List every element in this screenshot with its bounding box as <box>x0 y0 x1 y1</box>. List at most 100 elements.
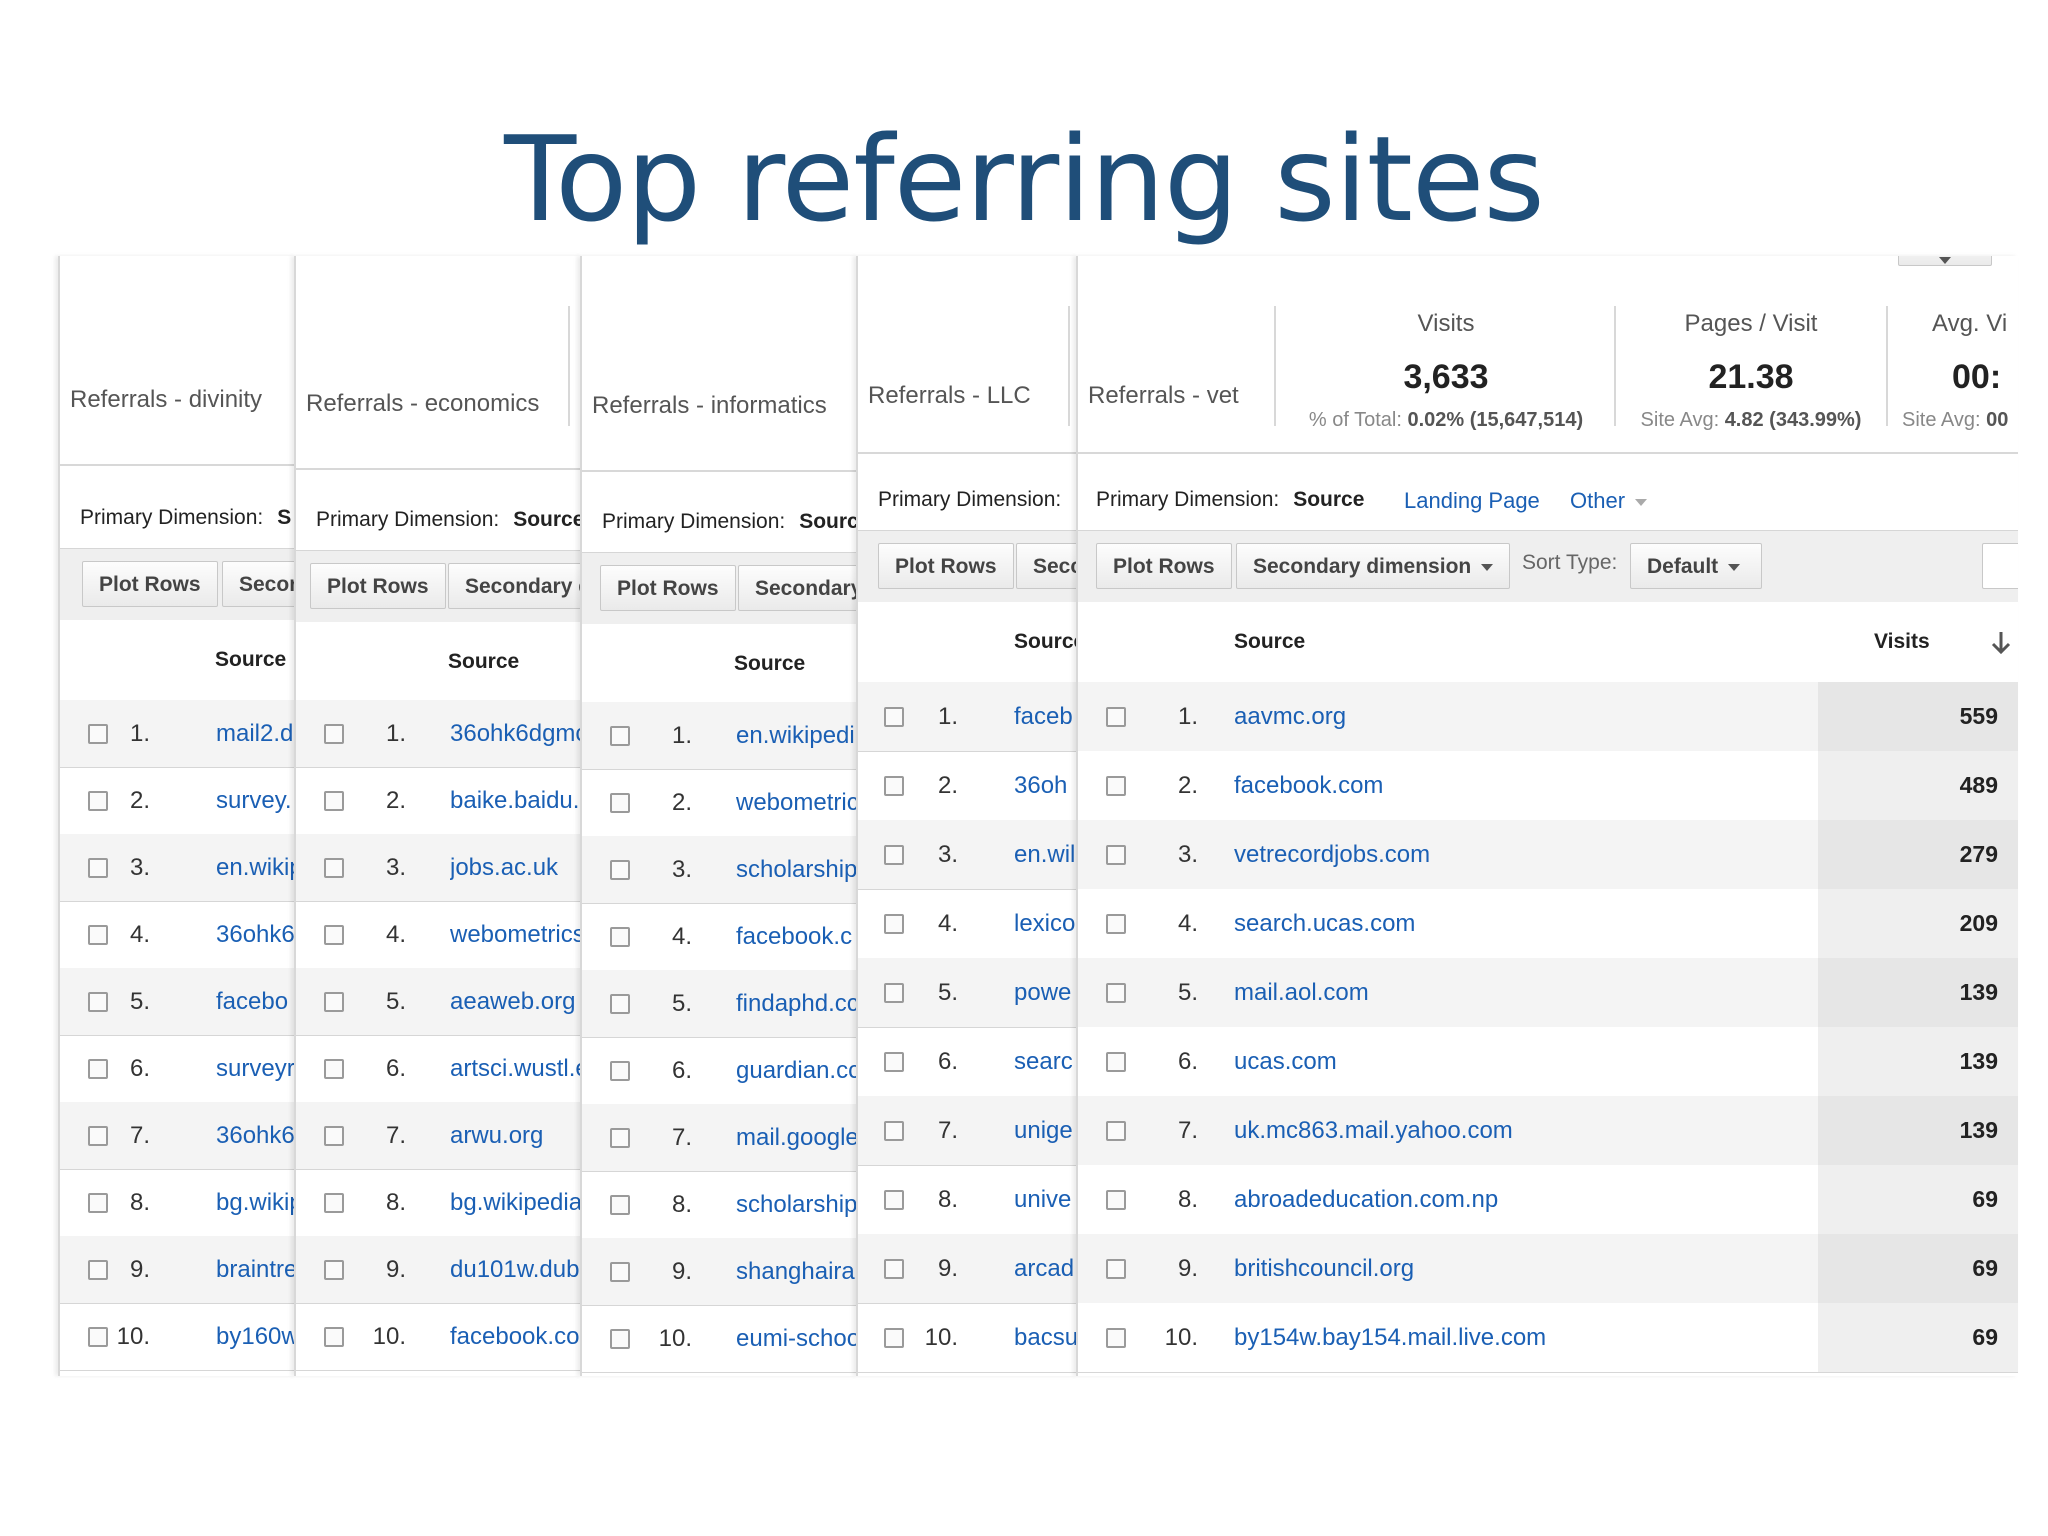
source-link[interactable]: shanghaira <box>736 1258 855 1285</box>
table-row[interactable]: 10. by160w <box>60 1303 296 1371</box>
source-column-header[interactable]: Source <box>448 650 520 673</box>
row-checkbox[interactable] <box>88 1260 108 1280</box>
table-row[interactable]: 3. en.wikip <box>60 834 296 902</box>
table-row[interactable]: 8. bg.wikip <box>60 1169 296 1237</box>
row-checkbox[interactable] <box>610 1262 630 1282</box>
source-link[interactable]: findaphd.cc <box>736 990 858 1017</box>
row-checkbox[interactable] <box>88 1193 108 1213</box>
source-column-header[interactable]: Source <box>1234 630 1306 653</box>
row-checkbox[interactable] <box>1106 914 1126 934</box>
source-column-header[interactable]: Source <box>734 652 806 675</box>
secondary-dimension-button[interactable]: Secc <box>1016 543 1078 589</box>
table-row[interactable]: 10. eumi-schoo <box>582 1305 858 1373</box>
source-link[interactable]: britishcouncil.org <box>1234 1255 1415 1282</box>
row-checkbox[interactable] <box>610 994 630 1014</box>
source-link[interactable]: by154w.bay154.mail.live.com <box>1234 1324 1547 1351</box>
source-link[interactable]: bg.wikipedia <box>450 1189 582 1216</box>
row-checkbox[interactable] <box>1106 776 1126 796</box>
source-link[interactable]: jobs.ac.uk <box>450 854 559 881</box>
row-checkbox[interactable] <box>610 860 630 880</box>
source-link[interactable]: 36ohk6dgmc <box>450 720 582 747</box>
table-row[interactable]: 4. lexico <box>858 889 1078 959</box>
table-row[interactable]: 6. artsci.wustl.e <box>296 1035 582 1103</box>
row-checkbox[interactable] <box>1106 1121 1126 1141</box>
table-row[interactable]: 1. mail2.d <box>60 700 296 768</box>
plot-rows-button[interactable]: Plot Rows <box>600 565 736 611</box>
source-link[interactable]: en.wil <box>1014 841 1076 868</box>
row-checkbox[interactable] <box>88 992 108 1012</box>
row-checkbox[interactable] <box>324 791 344 811</box>
table-row[interactable]: 2. baike.baidu.c <box>296 767 582 835</box>
source-link[interactable]: facebook.co <box>450 1323 580 1350</box>
table-row[interactable]: 8. abroadeducation.com.np 69 <box>1078 1165 2018 1235</box>
source-link[interactable]: surveyr <box>216 1055 295 1082</box>
table-row[interactable]: 6. guardian.cc <box>582 1037 858 1105</box>
source-link[interactable]: powe <box>1014 979 1072 1006</box>
table-row[interactable]: 7. mail.google <box>582 1104 858 1172</box>
table-row[interactable]: 8. bg.wikipedia <box>296 1169 582 1237</box>
sort-descending-icon[interactable] <box>1990 630 2012 656</box>
source-link[interactable]: bg.wikip <box>216 1189 296 1216</box>
row-checkbox[interactable] <box>324 1327 344 1347</box>
row-checkbox[interactable] <box>88 1126 108 1146</box>
row-checkbox[interactable] <box>1106 707 1126 727</box>
table-row[interactable]: 7. arwu.org <box>296 1102 582 1170</box>
row-checkbox[interactable] <box>1106 1328 1126 1348</box>
table-row[interactable]: 6. searc <box>858 1027 1078 1097</box>
table-row[interactable]: 5. aeaweb.org <box>296 968 582 1036</box>
row-checkbox[interactable] <box>884 776 904 796</box>
landing-page-link[interactable]: Landing Page <box>1404 488 1540 513</box>
source-link[interactable]: facebo <box>216 988 289 1015</box>
source-link[interactable]: du101w.dub <box>450 1256 580 1283</box>
row-checkbox[interactable] <box>324 858 344 878</box>
row-checkbox[interactable] <box>610 927 630 947</box>
table-row[interactable]: 1. en.wikipedi <box>582 702 858 770</box>
table-row[interactable]: 1. 36ohk6dgmc <box>296 700 582 768</box>
plot-rows-button[interactable]: Plot Rows <box>82 561 218 607</box>
table-row[interactable]: 3. jobs.ac.uk <box>296 834 582 902</box>
source-link[interactable]: bacsu <box>1014 1324 1078 1351</box>
row-checkbox[interactable] <box>324 1126 344 1146</box>
row-checkbox[interactable] <box>884 1052 904 1072</box>
row-checkbox[interactable] <box>884 1328 904 1348</box>
source-link[interactable]: search.ucas.com <box>1234 910 1416 937</box>
table-row[interactable]: 4. facebook.c <box>582 903 858 971</box>
table-row[interactable]: 9. britishcouncil.org 69 <box>1078 1234 2018 1304</box>
row-checkbox[interactable] <box>324 992 344 1012</box>
row-checkbox[interactable] <box>324 1193 344 1213</box>
source-link[interactable]: webometric <box>736 789 858 816</box>
source-link[interactable]: scholarship <box>736 856 858 883</box>
row-checkbox[interactable] <box>610 726 630 746</box>
row-checkbox[interactable] <box>884 1259 904 1279</box>
table-row[interactable]: 5. mail.aol.com 139 <box>1078 958 2018 1028</box>
table-row[interactable]: 8. unive <box>858 1165 1078 1235</box>
table-row[interactable]: 9. arcad <box>858 1234 1078 1304</box>
source-link[interactable]: en.wikipedi <box>736 722 855 749</box>
row-checkbox[interactable] <box>884 1190 904 1210</box>
table-row[interactable]: 8. scholarship <box>582 1171 858 1239</box>
source-link[interactable]: uk.mc863.mail.yahoo.com <box>1234 1117 1513 1144</box>
row-checkbox[interactable] <box>1106 1259 1126 1279</box>
table-row[interactable]: 5. powe <box>858 958 1078 1028</box>
row-checkbox[interactable] <box>884 845 904 865</box>
primary-dimension-value[interactable]: Source <box>1293 488 1365 511</box>
source-link[interactable]: braintre <box>216 1256 296 1283</box>
source-link[interactable]: mail2.d <box>216 720 294 747</box>
plot-rows-button[interactable]: Plot Rows <box>1096 543 1232 589</box>
table-row[interactable]: 4. search.ucas.com 209 <box>1078 889 2018 959</box>
table-row[interactable]: 7. uk.mc863.mail.yahoo.com 139 <box>1078 1096 2018 1166</box>
table-row[interactable]: 10. bacsu <box>858 1303 1078 1373</box>
row-checkbox[interactable] <box>88 925 108 945</box>
search-box[interactable] <box>1982 543 2018 589</box>
source-link[interactable]: guardian.cc <box>736 1057 858 1084</box>
table-row[interactable]: 2. 36oh <box>858 751 1078 821</box>
table-row[interactable]: 6. surveyr <box>60 1035 296 1103</box>
source-link[interactable]: searc <box>1014 1048 1073 1075</box>
secondary-dimension-button[interactable]: Secon <box>222 561 296 607</box>
source-link[interactable]: unige <box>1014 1117 1073 1144</box>
source-link[interactable]: mail.aol.com <box>1234 979 1369 1006</box>
source-link[interactable]: survey. <box>216 787 292 814</box>
row-checkbox[interactable] <box>610 793 630 813</box>
source-link[interactable]: eumi-schoo <box>736 1325 858 1352</box>
source-link[interactable]: artsci.wustl.e <box>450 1055 582 1082</box>
